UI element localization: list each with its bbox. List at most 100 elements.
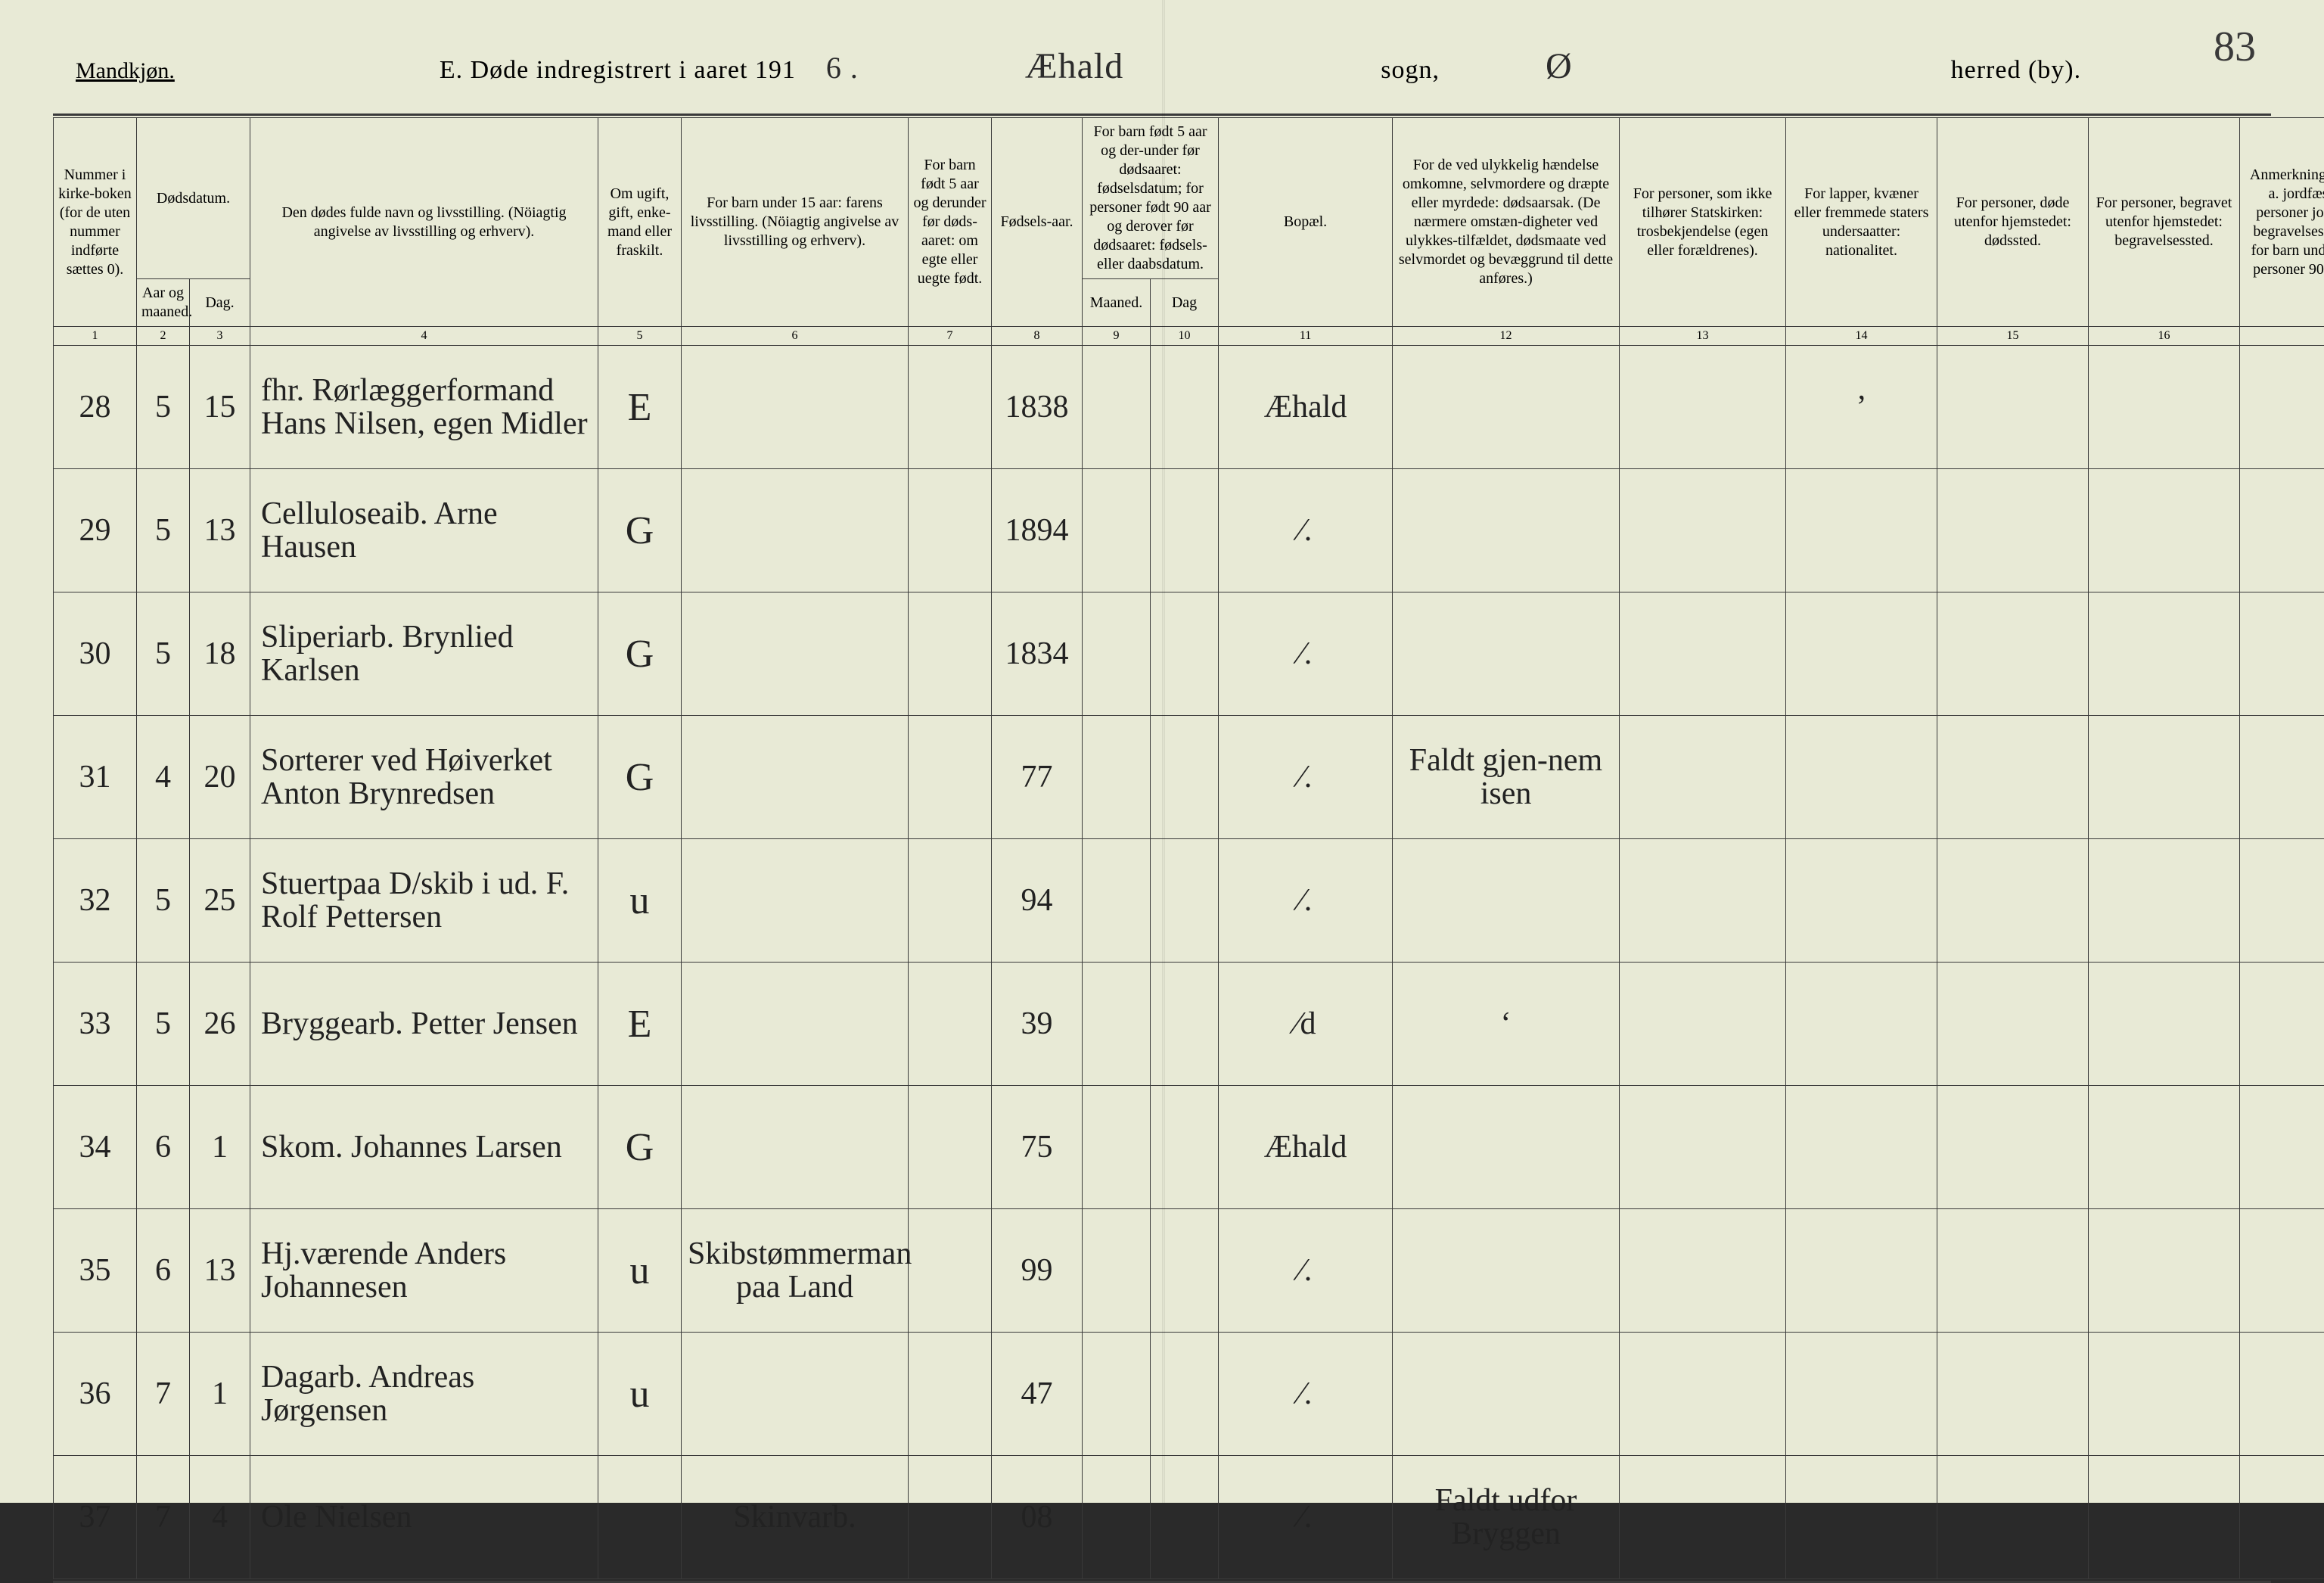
- cell-value: ⁄d: [1295, 1006, 1316, 1041]
- cell-day: 4: [190, 1456, 250, 1579]
- cell-remarks: [2240, 469, 2324, 592]
- cell-status: u: [598, 1333, 682, 1456]
- cell-value: 31: [79, 760, 111, 795]
- cell-num: 31: [54, 716, 137, 839]
- cell-faith: [1620, 592, 1786, 716]
- cell-value: ⁄.: [1299, 760, 1313, 795]
- cell-value: 7: [155, 1376, 171, 1411]
- cell-value: 5: [155, 513, 171, 548]
- coln-1: 1: [54, 327, 137, 346]
- cell-value: 1: [212, 1376, 228, 1411]
- cell-dplace: [1937, 839, 2089, 963]
- cell-legit: [909, 963, 992, 1086]
- cell-birthyear: 94: [992, 839, 1083, 963]
- cell-day: 25: [190, 839, 250, 963]
- cell-value: ⁄.: [1299, 1500, 1313, 1535]
- cell-value: 6: [155, 1130, 171, 1165]
- cell-nat: [1786, 839, 1937, 963]
- cell-dplace: [1937, 1086, 2089, 1209]
- table-row: 33526Bryggearb. Petter JensenE39⁄d‘: [54, 963, 2324, 1086]
- register-page: 83 Mandkjøn. E. Døde indregistrert i aar…: [0, 0, 2324, 1503]
- cell-value: 5: [155, 636, 171, 671]
- coln-5: 5: [598, 327, 682, 346]
- cell-bplace: [2089, 469, 2240, 592]
- cell-value: 08: [1021, 1500, 1053, 1535]
- cell-value: ⁄.: [1299, 636, 1313, 671]
- col-2-3-group-header: Dødsdatum.: [137, 118, 250, 279]
- cell-value: 25: [204, 883, 236, 918]
- cell-status: u: [598, 839, 682, 963]
- cell-birthyear: 75: [992, 1086, 1083, 1209]
- cell-remarks: [2240, 1333, 2324, 1456]
- cell-bd: [1151, 469, 1219, 592]
- cell-name: Ole Nielsen: [250, 1456, 598, 1579]
- cell-value: 33: [79, 1006, 111, 1041]
- cell-bd: [1151, 963, 1219, 1086]
- cell-legit: [909, 469, 992, 592]
- cell-residence: ⁄.: [1219, 716, 1393, 839]
- cell-value: Æhald: [1264, 1130, 1347, 1165]
- cell-name: Dagarb. Andreas Jørgensen: [250, 1333, 598, 1456]
- cell-bd: [1151, 346, 1219, 469]
- cell-bm: [1083, 469, 1151, 592]
- cell-value: 34: [79, 1130, 111, 1165]
- cell-faith: [1620, 346, 1786, 469]
- col-15-header: For personer, døde utenfor hjemstedet: d…: [1937, 118, 2089, 327]
- cell-num: 32: [54, 839, 137, 963]
- cell-legit: [909, 346, 992, 469]
- cell-parent: [682, 469, 909, 592]
- cell-value: Skom. Johannes Larsen: [261, 1130, 562, 1165]
- cell-residence: ⁄.: [1219, 839, 1393, 963]
- table-row: 3774Ole NielsenSkinvarb.08⁄.Faldt udfor …: [54, 1456, 2324, 1579]
- cell-value: G: [626, 509, 654, 552]
- cell-value: ⁄.: [1299, 513, 1313, 548]
- cell-month: 5: [137, 592, 190, 716]
- cell-value: fhr. Rørlæggerformand Hans Nilsen, egen …: [261, 373, 588, 441]
- cell-nat: [1786, 1086, 1937, 1209]
- cell-cause: [1393, 469, 1620, 592]
- col-4-header: Den dødes fulde navn og livsstilling. (N…: [250, 118, 598, 327]
- cell-day: 26: [190, 963, 250, 1086]
- cell-name: Celluloseaib. Arne Hausen: [250, 469, 598, 592]
- register-table: Nummer i kirke-boken (for de uten nummer…: [53, 117, 2324, 1579]
- cell-cause: [1393, 1209, 1620, 1333]
- table-row: 31420Sorterer ved Høiverket Anton Brynre…: [54, 716, 2324, 839]
- cell-value: ⁄.: [1299, 1253, 1313, 1288]
- cell-bm: [1083, 1333, 1151, 1456]
- cell-value: Bryggearb. Petter Jensen: [261, 1006, 578, 1041]
- cell-bplace: [2089, 1209, 2240, 1333]
- cell-value: 28: [79, 390, 111, 425]
- cell-day: 15: [190, 346, 250, 469]
- cell-nat: [1786, 469, 1937, 592]
- cell-value: Skibstømmerman paa Land: [688, 1236, 912, 1305]
- cell-month: 5: [137, 469, 190, 592]
- cell-value: 29: [79, 513, 111, 548]
- table-row: 35613Hj.værende Anders JohannesenuSkibst…: [54, 1209, 2324, 1333]
- table-row: 30518Sliperiarb. Brynlied KarlsenG1834⁄.: [54, 592, 2324, 716]
- cell-birthyear: 77: [992, 716, 1083, 839]
- cell-parent: [682, 963, 909, 1086]
- cell-name: Sorterer ved Høiverket Anton Brynredsen: [250, 716, 598, 839]
- cell-cause: [1393, 592, 1620, 716]
- cell-value: Ole Nielsen: [261, 1500, 412, 1535]
- cell-birthyear: 1894: [992, 469, 1083, 592]
- col-10-header: Dag: [1151, 279, 1219, 327]
- table-row: 3671Dagarb. Andreas Jørgensenu47⁄.: [54, 1333, 2324, 1456]
- cell-faith: [1620, 469, 1786, 592]
- cell-value: 7: [155, 1500, 171, 1535]
- cell-legit: [909, 839, 992, 963]
- cell-value: E: [628, 1003, 652, 1046]
- cell-residence: ⁄d: [1219, 963, 1393, 1086]
- cell-value: 4: [212, 1500, 228, 1535]
- cell-bd: [1151, 1086, 1219, 1209]
- cell-bd: [1151, 839, 1219, 963]
- coln-9: 9: [1083, 327, 1151, 346]
- col-16-header: For personer, begravet utenfor hjemstede…: [2089, 118, 2240, 327]
- coln-10: 10: [1151, 327, 1219, 346]
- cell-remarks: [2240, 1456, 2324, 1579]
- cell-bm: [1083, 716, 1151, 839]
- cell-value: 35: [79, 1253, 111, 1288]
- cell-birthyear: 47: [992, 1333, 1083, 1456]
- cell-bplace: [2089, 716, 2240, 839]
- col-6-header: For barn under 15 aar: farens livsstilli…: [682, 118, 909, 327]
